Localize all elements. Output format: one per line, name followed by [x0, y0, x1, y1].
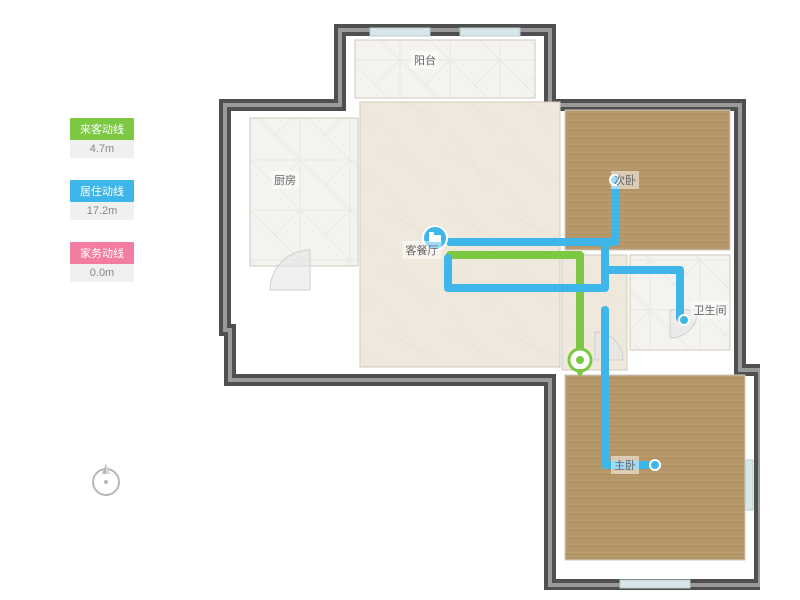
- room-label-bedroom2: 次卧: [611, 171, 639, 189]
- legend-value: 0.0m: [70, 264, 134, 282]
- floor-plan: 阳台厨房客餐厅 次卧卫生间主卧: [200, 10, 760, 590]
- legend-item-living: 居住动线 17.2m: [70, 180, 134, 220]
- room-label-living: 客餐厅: [403, 241, 442, 259]
- legend-label: 来客动线: [70, 118, 134, 140]
- legend-item-housework: 家务动线 0.0m: [70, 242, 134, 282]
- room-label-balcony: 阳台: [411, 51, 439, 69]
- room-label-bedroom1: 主卧: [611, 456, 639, 474]
- room-label-bathroom: 卫生间: [691, 301, 730, 319]
- compass-icon: [86, 460, 126, 505]
- legend-value: 4.7m: [70, 140, 134, 158]
- room-label-kitchen: 厨房: [271, 171, 299, 189]
- circulation-legend: 来客动线 4.7m 居住动线 17.2m 家务动线 0.0m: [70, 118, 134, 304]
- legend-label: 居住动线: [70, 180, 134, 202]
- legend-label: 家务动线: [70, 242, 134, 264]
- legend-item-guest: 来客动线 4.7m: [70, 118, 134, 158]
- legend-value: 17.2m: [70, 202, 134, 220]
